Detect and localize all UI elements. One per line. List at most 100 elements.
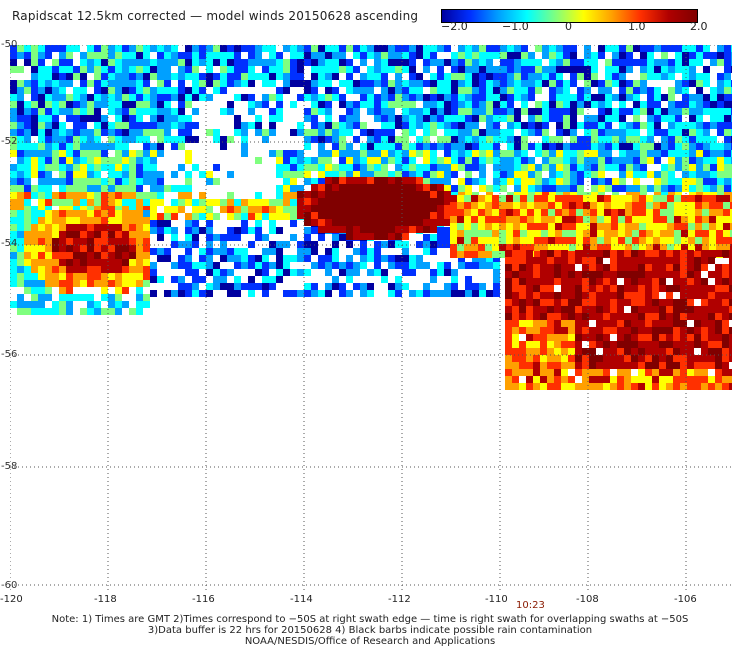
wind-cell xyxy=(632,230,639,237)
wind-cell xyxy=(633,59,640,66)
wind-cell xyxy=(367,290,374,297)
wind-cell xyxy=(31,108,38,115)
wind-cell xyxy=(409,290,416,297)
wind-cell xyxy=(547,292,554,299)
wind-cell xyxy=(610,257,617,264)
wind-cell xyxy=(667,202,674,209)
wind-cell xyxy=(674,216,681,223)
wind-cell xyxy=(115,259,122,266)
wind-cell xyxy=(533,376,540,383)
wind-cell xyxy=(318,226,325,233)
wind-cell xyxy=(10,171,17,178)
wind-cell xyxy=(646,230,653,237)
wind-cell xyxy=(304,80,311,87)
wind-cell xyxy=(164,255,171,262)
wind-cell xyxy=(547,285,554,292)
wind-cell xyxy=(283,185,290,192)
wind-cell xyxy=(680,376,687,383)
wind-cell xyxy=(220,80,227,87)
wind-cell xyxy=(499,251,506,258)
wind-cell xyxy=(582,278,589,285)
wind-cell xyxy=(199,199,206,206)
wind-cell xyxy=(674,230,681,237)
wind-cell xyxy=(115,266,122,273)
wind-cell xyxy=(234,59,241,66)
wind-cell xyxy=(682,164,689,171)
wind-cell xyxy=(568,327,575,334)
wind-cell xyxy=(73,245,80,252)
wind-cell xyxy=(185,192,192,199)
wind-cell xyxy=(80,252,87,259)
wind-cell xyxy=(631,285,638,292)
wind-cell xyxy=(486,80,493,87)
wind-cell xyxy=(540,250,547,257)
wind-cell xyxy=(262,199,269,206)
wind-cell xyxy=(262,66,269,73)
wind-cell xyxy=(276,87,283,94)
wind-cell xyxy=(325,66,332,73)
wind-cell xyxy=(409,59,416,66)
wind-cell xyxy=(549,115,556,122)
wind-cell xyxy=(220,283,227,290)
wind-cell xyxy=(31,185,38,192)
wind-cell xyxy=(122,101,129,108)
wind-cell xyxy=(542,122,549,129)
wind-cell xyxy=(80,266,87,273)
wind-cell xyxy=(367,226,374,233)
wind-cell xyxy=(458,136,465,143)
wind-cell xyxy=(576,237,583,244)
wind-cell xyxy=(38,73,45,80)
wind-cell xyxy=(136,199,143,206)
wind-cell xyxy=(519,341,526,348)
wind-cell xyxy=(171,52,178,59)
wind-cell xyxy=(701,355,708,362)
wind-cell xyxy=(521,178,528,185)
wind-cell xyxy=(325,269,332,276)
wind-cell xyxy=(659,327,666,334)
wind-cell xyxy=(639,230,646,237)
wind-cell xyxy=(695,209,702,216)
wind-cell xyxy=(493,122,500,129)
wind-cell xyxy=(87,245,94,252)
wind-cell xyxy=(639,202,646,209)
wind-cell xyxy=(381,136,388,143)
wind-cell xyxy=(325,136,332,143)
wind-cell xyxy=(395,150,402,157)
wind-cell xyxy=(582,383,589,390)
wind-cell xyxy=(708,285,715,292)
wind-cell xyxy=(227,73,234,80)
wind-cell xyxy=(122,59,129,66)
wind-cell xyxy=(731,157,732,164)
wind-cell xyxy=(45,231,52,238)
wind-cell xyxy=(624,299,631,306)
wind-cell xyxy=(227,269,234,276)
wind-cell xyxy=(647,45,654,52)
wind-cell xyxy=(625,244,632,251)
wind-cell xyxy=(535,171,542,178)
wind-cell xyxy=(724,178,731,185)
wind-cell xyxy=(724,87,731,94)
wind-cell xyxy=(444,212,451,219)
wind-cell xyxy=(562,230,569,237)
wind-cell xyxy=(492,230,499,237)
wind-cell xyxy=(87,238,94,245)
wind-cell xyxy=(136,129,143,136)
wind-cell xyxy=(729,341,732,348)
wind-cell xyxy=(192,283,199,290)
wind-cell xyxy=(304,191,311,198)
wind-cell xyxy=(395,255,402,262)
wind-cell xyxy=(542,164,549,171)
wind-cell xyxy=(276,115,283,122)
wind-cell xyxy=(241,73,248,80)
wind-cell xyxy=(38,259,45,266)
wind-cell xyxy=(668,185,675,192)
wind-cell xyxy=(234,66,241,73)
wind-cell xyxy=(723,237,730,244)
wind-cell xyxy=(701,341,708,348)
wind-cell xyxy=(472,80,479,87)
wind-cell xyxy=(416,136,423,143)
wind-cell xyxy=(724,73,731,80)
wind-cell xyxy=(171,206,178,213)
wind-cell xyxy=(416,45,423,52)
wind-cell xyxy=(556,171,563,178)
